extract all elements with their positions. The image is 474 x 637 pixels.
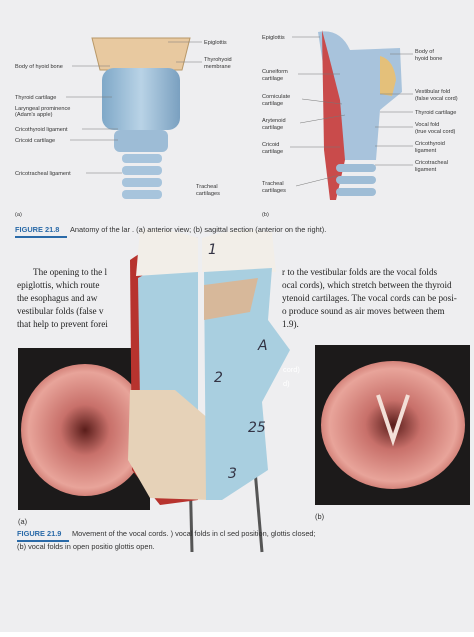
label: ligament <box>415 148 437 154</box>
label: cartilages <box>262 188 286 194</box>
label: 25 <box>248 420 266 436</box>
label: Cricotracheal <box>415 160 448 166</box>
label: cartilage <box>262 101 283 107</box>
label: hyoid bone <box>415 56 442 62</box>
label: FIGURE 21.9 <box>17 529 61 538</box>
label: ligament <box>415 167 437 173</box>
label: Tracheal <box>196 184 218 190</box>
label: membrane <box>204 64 231 70</box>
caption-rule <box>15 236 67 238</box>
label: The opening to the l <box>33 267 107 277</box>
label: Cricothyroid ligament <box>15 127 68 133</box>
label: Thyrohyoid <box>204 57 232 63</box>
label: Thyroid cartilage <box>15 95 56 101</box>
label: A <box>257 338 268 354</box>
label: cord) <box>283 365 300 374</box>
label: epiglottis, which route <box>17 280 99 290</box>
label: 3 <box>228 466 237 482</box>
label: cartilages <box>196 191 220 197</box>
label: cartilage <box>262 125 283 131</box>
larynx-sagittal <box>318 30 402 200</box>
label: cartilage <box>262 76 283 82</box>
label: Cricotracheal ligament <box>15 171 71 177</box>
label: Body of <box>415 49 434 55</box>
label: Cricothyroid <box>415 141 445 147</box>
glottis-open <box>321 361 465 489</box>
label: ytenoid cartilages. The vocal cords can … <box>282 293 457 303</box>
label: Laryngeal prominence <box>15 106 70 112</box>
label: Anatomy of the lar . (a) anterior view; … <box>70 225 326 234</box>
label: Vocal fold <box>415 122 439 128</box>
label: the esophagus and aw <box>17 293 98 303</box>
label: (a) <box>15 212 22 218</box>
label: (b) <box>315 512 324 521</box>
label: Tracheal <box>262 181 284 187</box>
label: cartilage <box>262 149 283 155</box>
label: (false vocal cord) <box>415 96 458 102</box>
label: r to the vestibular folds are the vocal … <box>282 267 438 277</box>
label: o produce sound as air moves between the… <box>282 306 445 316</box>
label: Epiglottis <box>204 40 227 46</box>
label: Cricoid <box>262 142 279 148</box>
label: d) <box>283 379 290 388</box>
larynx-model <box>128 229 290 553</box>
caption-rule <box>17 540 69 542</box>
label: (a) <box>18 517 27 526</box>
label: ocal cords), which stretch between the t… <box>282 280 452 290</box>
label: vestibular folds (false v <box>17 306 104 316</box>
label: Body of hyoid bone <box>15 64 63 70</box>
label: FIGURE 21.8 <box>15 225 59 234</box>
label: (Adam's apple) <box>15 112 53 118</box>
label: Epiglottis <box>262 35 285 41</box>
label: that help to prevent forei <box>17 319 108 329</box>
label: Arytenoid <box>262 118 286 124</box>
label: Cuneiform <box>262 69 288 75</box>
glottis-closed <box>21 364 149 496</box>
label: 2 <box>214 370 223 386</box>
label: 1.9). <box>282 319 299 329</box>
vocal-cords <box>376 394 410 447</box>
label: Cricoid cartilage <box>15 138 55 144</box>
label: (b) vocal folds in open positio glottis … <box>17 542 155 551</box>
label: (b) <box>262 212 269 218</box>
label: 1 <box>208 242 217 258</box>
label: Vestibular fold <box>415 89 450 95</box>
label: (true vocal cord) <box>415 129 456 135</box>
leader-lines <box>66 36 413 187</box>
label: Corniculate <box>262 94 290 100</box>
larynx-anterior <box>91 37 191 199</box>
label: Thyroid cartilage <box>415 110 456 116</box>
label: Movement of the vocal cords. ) vocal fol… <box>72 529 316 538</box>
